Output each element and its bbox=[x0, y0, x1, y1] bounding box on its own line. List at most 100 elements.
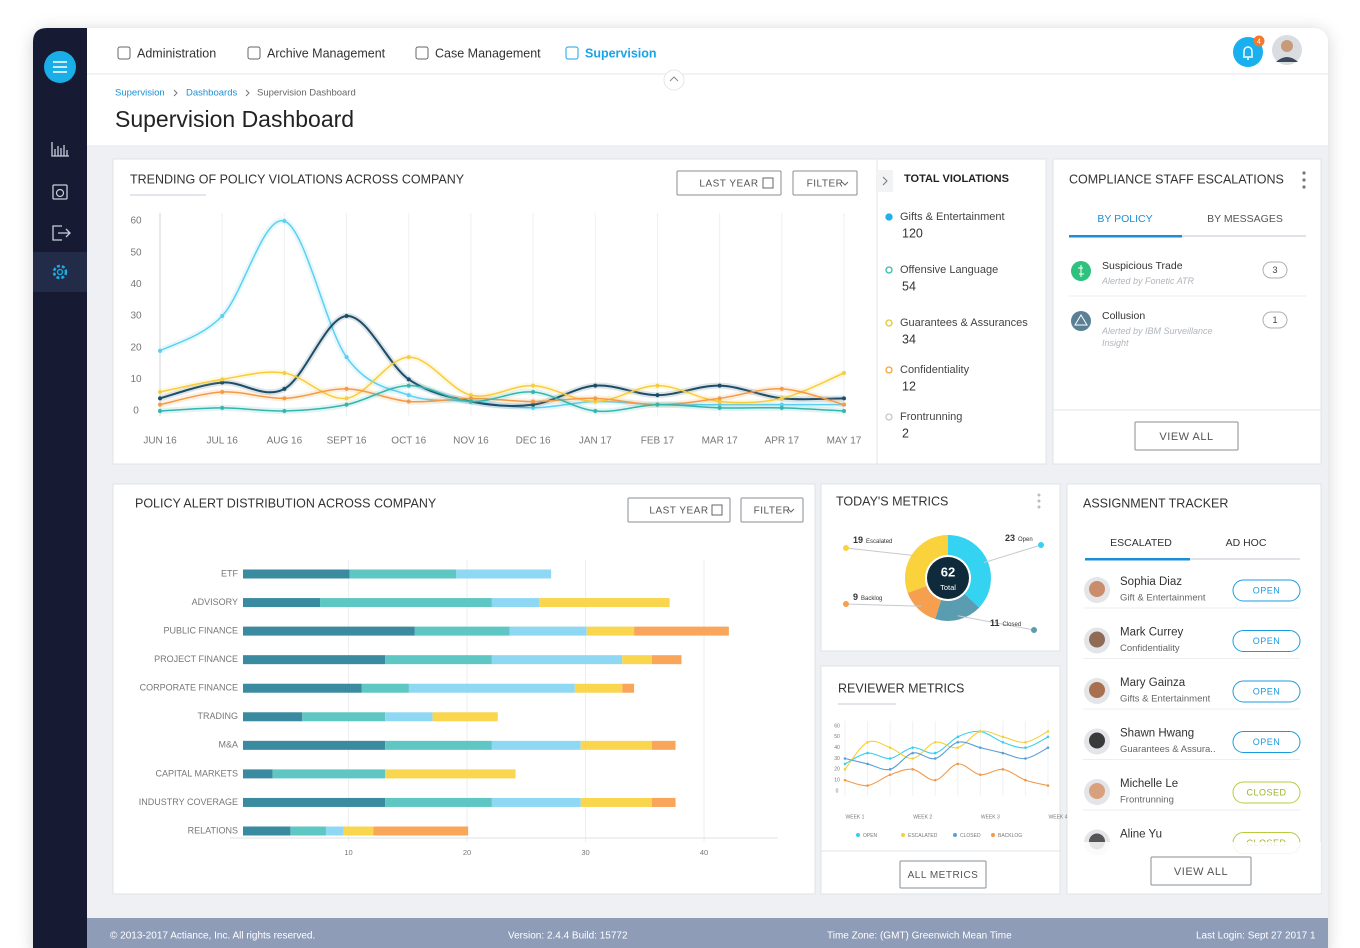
assignee-name: Shawn Hwang bbox=[1120, 728, 1194, 740]
filter-button-box[interactable] bbox=[792, 170, 858, 196]
filter-button-box[interactable] bbox=[740, 497, 804, 523]
view-all-button-box[interactable] bbox=[1134, 421, 1239, 451]
line-point bbox=[779, 396, 784, 401]
title-underline bbox=[838, 703, 896, 705]
line-point bbox=[842, 402, 846, 407]
assignee-policy: Gifts & Entertainment bbox=[1120, 694, 1211, 705]
line-point bbox=[956, 740, 960, 744]
view-all-button: VIEW ALL bbox=[1174, 866, 1228, 878]
line-series bbox=[844, 741, 1049, 771]
reports-icon[interactable] bbox=[51, 142, 69, 157]
donut-category: Backlog bbox=[861, 596, 882, 602]
panel-title: POLICY ALERT DISTRIBUTION ACROSS COMPANY bbox=[135, 496, 437, 510]
y-tick-label: 10 bbox=[834, 777, 840, 783]
bar-segment bbox=[385, 712, 433, 722]
status-button[interactable] bbox=[1232, 680, 1301, 703]
bar-segment bbox=[243, 826, 291, 836]
leader-line bbox=[983, 544, 1042, 564]
archive-icon[interactable] bbox=[52, 184, 68, 200]
bar-segment bbox=[320, 598, 492, 608]
panel-title: TRENDING OF POLICY VIOLATIONS ACROSS COM… bbox=[130, 172, 465, 186]
assignee-name: Michelle Le bbox=[1120, 778, 1178, 790]
line-point bbox=[1024, 746, 1027, 749]
line-point bbox=[282, 371, 287, 375]
status-button[interactable] bbox=[1232, 731, 1301, 753]
line-point bbox=[531, 402, 536, 407]
assignee-name: Mark Currey bbox=[1120, 627, 1184, 639]
line-point bbox=[866, 762, 869, 766]
leader-dot bbox=[1038, 542, 1044, 548]
status-label: OPEN bbox=[1253, 585, 1281, 595]
collapse-icon bbox=[669, 76, 679, 82]
line-point bbox=[956, 762, 960, 766]
breadcrumb-item: Supervision Dashboard bbox=[257, 88, 356, 99]
filter-chevron bbox=[841, 181, 849, 186]
line-point bbox=[655, 393, 660, 398]
bar-segment bbox=[580, 797, 652, 807]
line-point bbox=[843, 768, 847, 771]
settings-icon[interactable] bbox=[52, 264, 68, 280]
status-button[interactable] bbox=[1232, 630, 1301, 652]
nav-icon bbox=[565, 46, 579, 60]
assignee-policy: Gift & Entertainment bbox=[1120, 593, 1206, 604]
bar-segment bbox=[491, 740, 581, 750]
period-select-box[interactable] bbox=[676, 170, 782, 196]
line-point bbox=[866, 784, 869, 787]
expand-tab[interactable] bbox=[877, 170, 893, 192]
line-point bbox=[220, 380, 225, 385]
bar-segment bbox=[302, 712, 386, 722]
line-point bbox=[344, 396, 349, 401]
line-point bbox=[1024, 740, 1027, 744]
bar-segment bbox=[385, 740, 492, 750]
all-metrics-button-box[interactable] bbox=[899, 860, 987, 889]
x-tick-label: JUL 16 bbox=[207, 436, 239, 447]
line-point bbox=[531, 405, 536, 410]
line-point bbox=[1001, 751, 1005, 755]
footer-version: Version: 2.4.4 Build: 15772 bbox=[508, 931, 628, 942]
violation-count: 12 bbox=[902, 379, 916, 393]
line-point bbox=[344, 402, 349, 407]
line-point bbox=[282, 386, 287, 391]
x-tick-label: SEPT 16 bbox=[327, 436, 367, 447]
line-point bbox=[888, 768, 892, 771]
bar-segment bbox=[580, 740, 652, 750]
x-tick-label: JAN 17 bbox=[579, 436, 612, 447]
x-tick-label: JUN 16 bbox=[143, 436, 177, 447]
line-point bbox=[593, 383, 598, 388]
line-point bbox=[344, 355, 349, 360]
escalation-count: 1 bbox=[1272, 315, 1277, 325]
kebab-metrics[interactable] bbox=[1037, 493, 1041, 509]
donut-center bbox=[927, 557, 969, 599]
status-button[interactable] bbox=[1232, 781, 1301, 804]
period-select-box[interactable] bbox=[627, 497, 731, 523]
assignee-policy: Confidentiality bbox=[1120, 643, 1180, 654]
line-point bbox=[717, 405, 722, 410]
y-tick-label: CORPORATE FINANCE bbox=[140, 683, 238, 693]
status-button[interactable] bbox=[1232, 579, 1301, 602]
x-tick-label: WEEK 3 bbox=[981, 814, 1000, 820]
assignee-name: Aline Yu bbox=[1120, 829, 1162, 841]
violation-count: 34 bbox=[902, 332, 916, 346]
donut-total-label: Total bbox=[940, 583, 956, 592]
status-label: OPEN bbox=[1253, 686, 1281, 696]
donut-category: Open bbox=[1018, 537, 1033, 543]
collapse-button[interactable] bbox=[663, 69, 685, 91]
y-tick-label: ADVISORY bbox=[192, 597, 238, 607]
y-tick-label: PUBLIC FINANCE bbox=[163, 625, 238, 635]
view-all-button-box[interactable] bbox=[1150, 856, 1252, 886]
bar-segment bbox=[491, 598, 540, 608]
line-point bbox=[593, 399, 598, 404]
kebab-escalations[interactable] bbox=[1302, 171, 1306, 189]
tab: BY MESSAGES bbox=[1207, 213, 1283, 225]
bar-segment bbox=[243, 655, 386, 665]
line-point bbox=[911, 746, 914, 749]
line-point bbox=[158, 396, 162, 401]
y-tick-label: TRADING bbox=[198, 711, 239, 721]
export-icon[interactable] bbox=[52, 225, 71, 241]
line-point bbox=[531, 383, 536, 388]
line-point bbox=[933, 778, 937, 782]
calendar-icon bbox=[711, 504, 723, 516]
leader-line bbox=[957, 615, 1035, 631]
count-pill bbox=[1262, 311, 1288, 329]
